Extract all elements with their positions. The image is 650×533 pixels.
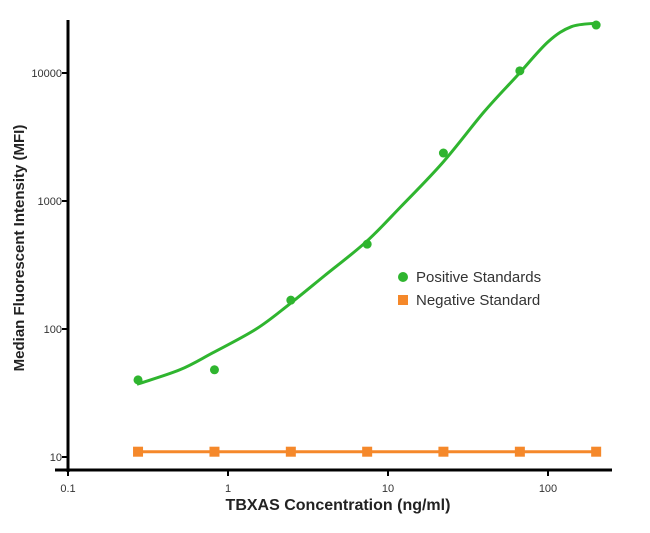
y-tick-label: 100 xyxy=(44,324,62,336)
positive-standard-point xyxy=(286,295,296,305)
positive-standards-fit-curve xyxy=(136,21,597,386)
positive-standard-point xyxy=(515,66,525,76)
points-layer xyxy=(133,20,602,457)
y-tick-label: 1000 xyxy=(38,196,62,208)
positive-standard-point xyxy=(591,20,601,30)
positive-standard-point xyxy=(133,375,143,385)
negative-standard-point xyxy=(362,446,373,457)
positive-standard-point xyxy=(209,365,219,375)
x-tick-label: 100 xyxy=(539,483,557,495)
legend-label-negative: Negative Standard xyxy=(416,292,540,309)
legend-label-positive: Positive Standards xyxy=(416,269,541,286)
negative-standard-point xyxy=(514,446,525,457)
y-tick-label: 10000 xyxy=(31,68,62,80)
positive-standard-point xyxy=(438,148,448,158)
negative-standard-point xyxy=(438,446,449,457)
legend: Positive Standards Negative Standard xyxy=(398,269,541,309)
negative-standard-point xyxy=(133,446,144,457)
x-tick-label: 10 xyxy=(382,483,394,495)
x-tick-label: 1 xyxy=(225,483,231,495)
legend-marker-positive xyxy=(398,272,408,282)
legend-marker-negative xyxy=(398,295,408,305)
positive-standard-point xyxy=(362,239,372,249)
y-axis-label: Median Fluorescent Intensity (MFI) xyxy=(11,125,28,372)
x-axis-label: TBXAS Concentration (ng/ml) xyxy=(226,497,451,514)
negative-standard-point xyxy=(591,446,602,457)
negative-standard-point xyxy=(209,446,220,457)
y-tick-label: 10 xyxy=(50,452,62,464)
curves-layer xyxy=(136,21,597,454)
x-tick-label: 0.1 xyxy=(60,483,75,495)
negative-standard-point xyxy=(285,446,296,457)
ticks-layer: 0.1 1 10 100 10 100 1000 10000 xyxy=(31,68,557,495)
